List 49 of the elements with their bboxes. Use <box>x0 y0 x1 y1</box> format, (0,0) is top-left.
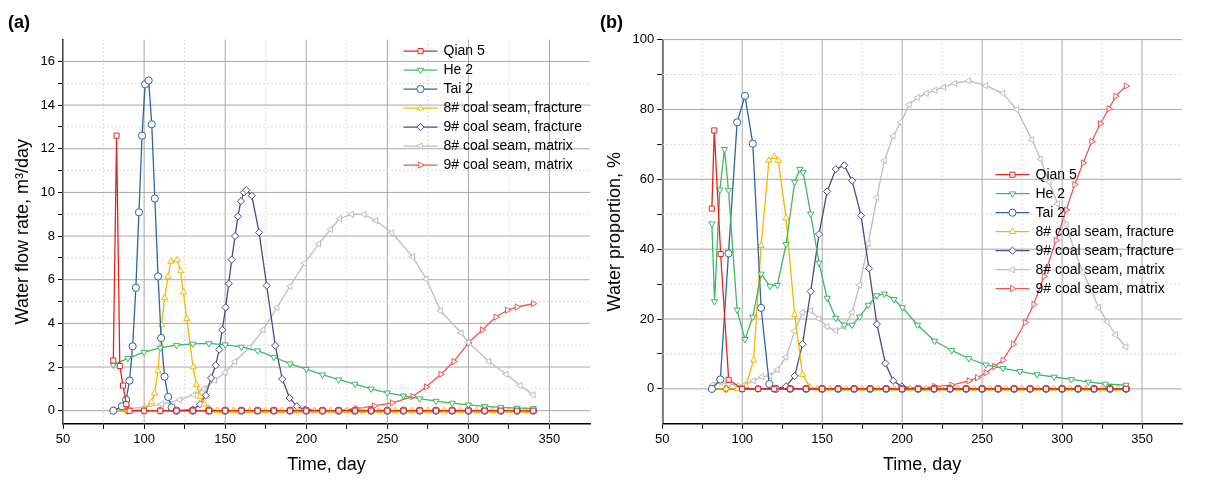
x-tick-label: 350 <box>538 431 561 447</box>
y-tick-label: 40 <box>639 240 655 256</box>
y-tick-label: 2 <box>47 358 56 374</box>
legend-label: 9# coal seam, matrix <box>443 155 573 172</box>
y-tick-label: 12 <box>40 140 56 156</box>
x-tick-label: 150 <box>214 431 237 447</box>
x-tick-label: 100 <box>133 431 155 447</box>
legend-label: 9# coal seam, matrix <box>1035 279 1165 296</box>
x-tick-label: 250 <box>971 431 993 447</box>
x-tick-label: 250 <box>376 431 399 447</box>
y-tick-label: 14 <box>40 96 56 112</box>
y-tick-label: 60 <box>639 170 655 186</box>
legend-label: 9# coal seam, fracture <box>443 117 583 134</box>
y-tick-label: 0 <box>47 402 56 418</box>
legend-label: 9# coal seam, fracture <box>1035 241 1175 258</box>
x-tick-label: 350 <box>1131 431 1153 447</box>
x-tick-label: 50 <box>55 431 71 447</box>
legend-label: 8# coal seam, fracture <box>1035 222 1175 239</box>
x-axis-title: Time, day <box>287 454 366 475</box>
x-tick-label: 100 <box>731 431 754 447</box>
y-tick-label: 20 <box>639 310 655 326</box>
x-axis-title: Time, day <box>882 454 962 475</box>
legend-label: 8# coal seam, matrix <box>1035 260 1165 277</box>
y-tick-label: 16 <box>40 53 56 69</box>
y-axis-title: Water flow rate, m³/day <box>11 139 32 325</box>
y-tick-label: 80 <box>639 101 655 117</box>
x-tick-label: 300 <box>1051 431 1073 447</box>
y-tick-label: 0 <box>647 380 655 396</box>
legend-label: 8# coal seam, matrix <box>443 136 573 153</box>
x-tick-label: 200 <box>295 431 318 447</box>
y-tick-label: 4 <box>47 314 56 330</box>
legend-label: He 2 <box>1035 184 1066 201</box>
y-tick-label: 10 <box>40 183 56 199</box>
legend-label: Qian 5 <box>1035 165 1077 182</box>
x-tick-label: 50 <box>655 431 670 447</box>
y-tick-label: 100 <box>632 31 655 47</box>
legend-label: Tai 2 <box>1035 203 1066 220</box>
y-axis-title: Water proportion, % <box>603 152 624 312</box>
legend-label: 8# coal seam, fracture <box>443 98 583 115</box>
chart-title: (a) <box>8 11 30 32</box>
y-tick-label: 6 <box>47 271 56 287</box>
x-tick-label: 150 <box>811 431 834 447</box>
x-tick-label: 300 <box>457 431 480 447</box>
legend-label: He 2 <box>443 60 474 77</box>
x-tick-label: 200 <box>891 431 914 447</box>
chart-title: (b) <box>600 11 623 32</box>
y-tick-label: 8 <box>47 227 56 243</box>
legend-label: Qian 5 <box>443 41 485 58</box>
legend-label: Tai 2 <box>443 79 474 96</box>
